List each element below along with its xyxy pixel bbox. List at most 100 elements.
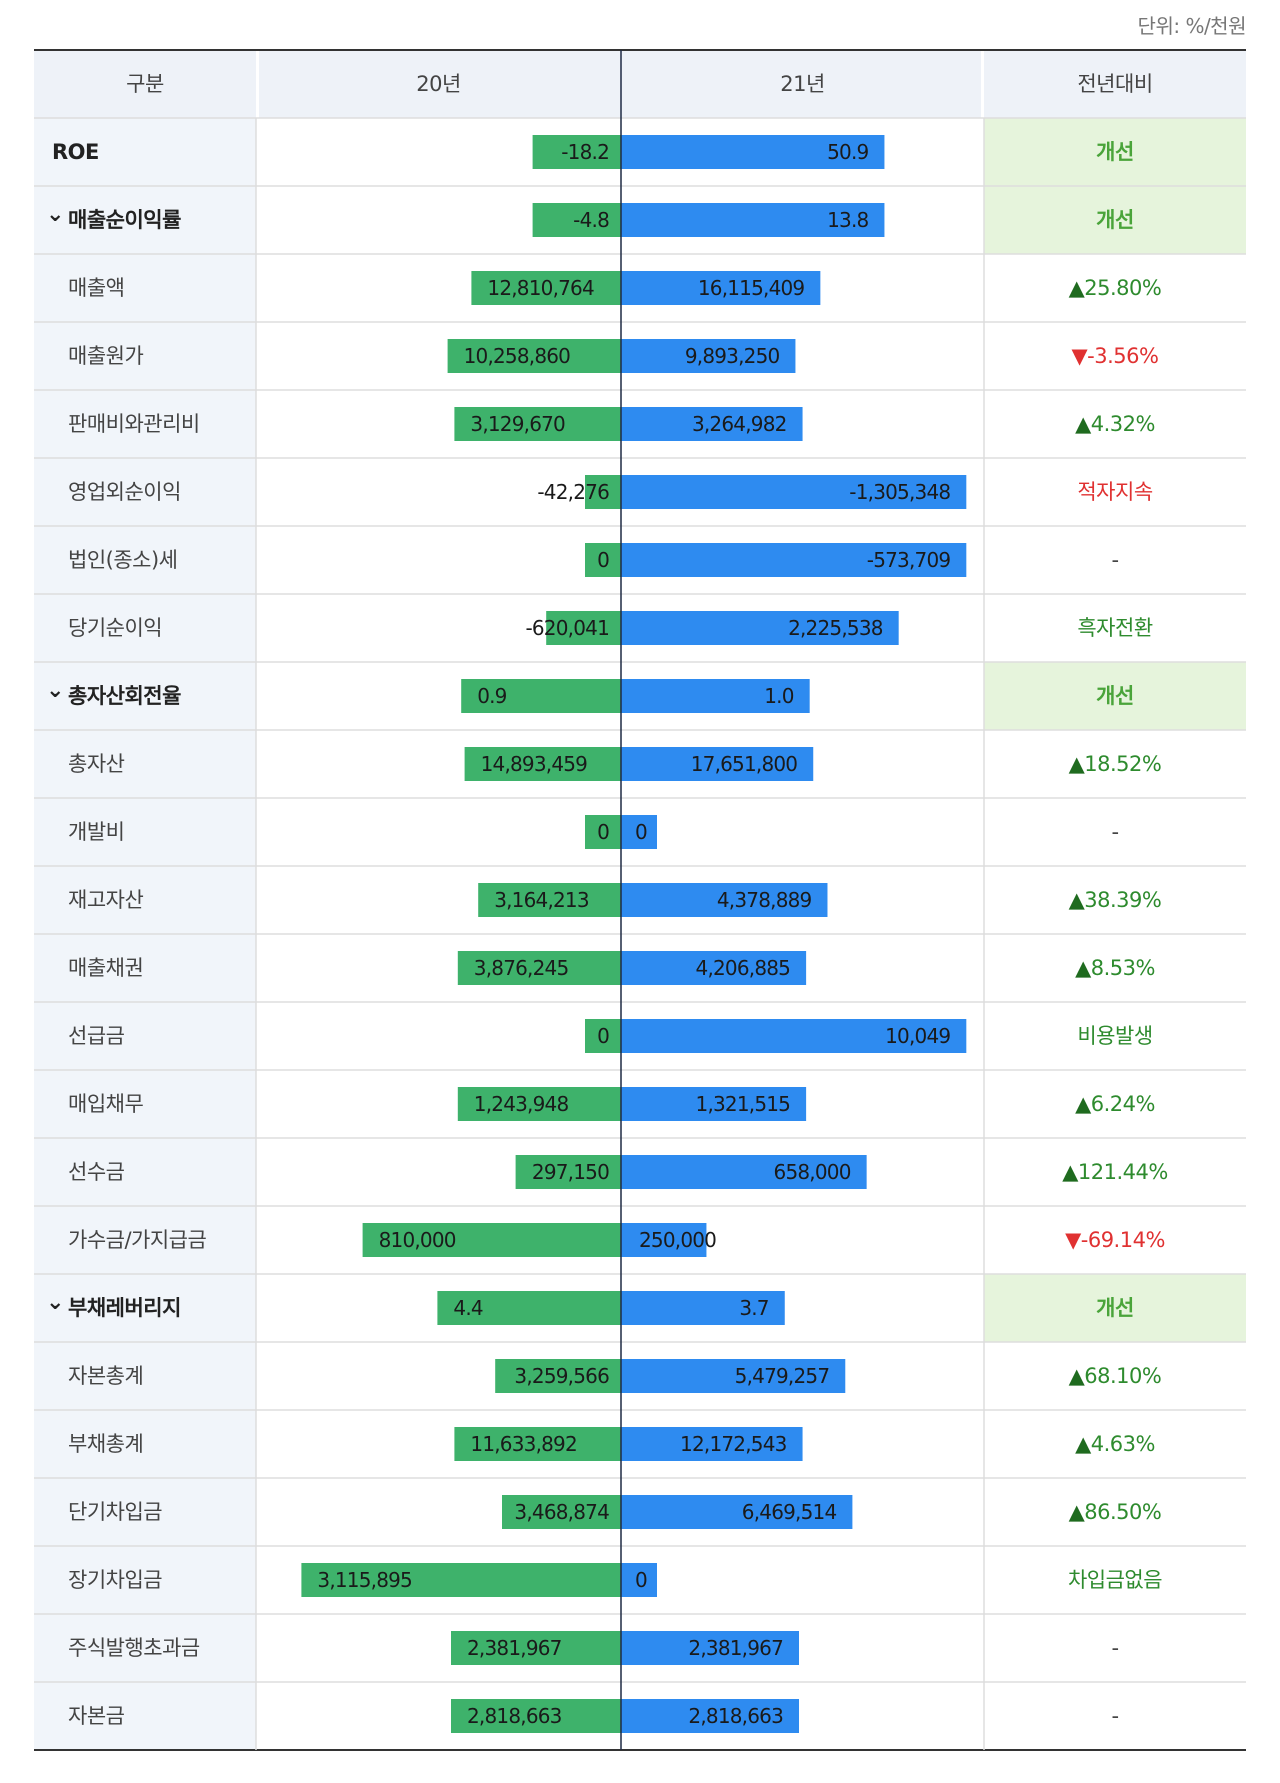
bar-21-label: 16,115,409 bbox=[698, 276, 805, 300]
bar-21-label: 658,000 bbox=[774, 1160, 851, 1184]
bar-21-label: 4,378,889 bbox=[717, 888, 812, 912]
bar-21-label: 2,225,538 bbox=[788, 616, 883, 640]
bar-21 bbox=[621, 543, 967, 577]
header-separator-1 bbox=[256, 50, 259, 118]
row-label: 자본금 bbox=[68, 1704, 125, 1728]
bar-20 bbox=[495, 1359, 621, 1393]
bar-21-label: 250,000 bbox=[639, 1228, 716, 1252]
bar-20-label: -42,276 bbox=[537, 480, 609, 504]
highlight-cell bbox=[984, 662, 1246, 730]
bar-20 bbox=[454, 1427, 621, 1461]
bar-21-label: 50.9 bbox=[827, 140, 868, 164]
triangle-down-icon: ▼ bbox=[1071, 344, 1088, 368]
triangle-up-icon: ▲ bbox=[1075, 1092, 1091, 1116]
chevron-down-icon: ⌄ bbox=[46, 678, 64, 703]
comparison-cell: ▲121.44% bbox=[984, 1138, 1246, 1206]
bar-21-label: -1,305,348 bbox=[849, 480, 950, 504]
bar-21 bbox=[621, 135, 885, 169]
bar-20-label: 12,810,764 bbox=[487, 276, 594, 300]
bar-20-label: 810,000 bbox=[379, 1228, 456, 1252]
row-label: 매출순이익률 bbox=[68, 208, 181, 232]
comparison-value: - bbox=[1111, 548, 1119, 572]
bar-20 bbox=[532, 135, 621, 169]
comparison-cell: 적자지속 bbox=[984, 458, 1246, 526]
bar-21 bbox=[621, 1631, 799, 1665]
bar-21 bbox=[621, 271, 821, 305]
bar-20 bbox=[362, 1223, 621, 1257]
bar-21-label: 12,172,543 bbox=[680, 1432, 787, 1456]
bar-21 bbox=[621, 1563, 657, 1597]
comparison-cell: ▲38.39% bbox=[984, 866, 1246, 934]
bar-20 bbox=[461, 679, 621, 713]
bar-21 bbox=[621, 1495, 853, 1529]
bar-21 bbox=[621, 475, 967, 509]
row-label: 당기순이익 bbox=[68, 616, 163, 640]
bar-21-label: 2,381,967 bbox=[688, 1636, 783, 1660]
comparison-value: 121.44% bbox=[1077, 1160, 1168, 1184]
row-label: 주식발행초과금 bbox=[68, 1636, 200, 1660]
bar-21 bbox=[621, 1699, 799, 1733]
chevron-down-icon: ⌄ bbox=[46, 202, 64, 227]
chevron-down-icon: ⌄ bbox=[46, 1290, 64, 1315]
comparison-cell: 차입금없음 bbox=[984, 1546, 1246, 1614]
comparison-cell: 흑자전환 bbox=[984, 594, 1246, 662]
triangle-down-icon: ▼ bbox=[1065, 1228, 1081, 1252]
comparison-cell: - bbox=[984, 798, 1246, 866]
comparison-value: 흑자전환 bbox=[1077, 616, 1153, 640]
comparison-value: 8.53% bbox=[1090, 956, 1156, 980]
bar-20-label: -18.2 bbox=[561, 140, 609, 164]
bar-20-label: 0 bbox=[597, 820, 609, 844]
comparison-value: 차입금없음 bbox=[1067, 1568, 1163, 1592]
bar-21 bbox=[621, 1223, 707, 1257]
row-label: 법인(종소)세 bbox=[68, 548, 178, 572]
comparison-value: 68.10% bbox=[1084, 1364, 1162, 1388]
comparison-cell: 개선 bbox=[1096, 140, 1134, 164]
row-label: ROE bbox=[52, 140, 99, 164]
row-label: 장기차입금 bbox=[68, 1568, 163, 1592]
bar-21 bbox=[621, 407, 803, 441]
triangle-up-icon: ▲ bbox=[1068, 888, 1085, 912]
comparison-value: 적자지속 bbox=[1077, 480, 1153, 504]
comparison-cell: ▲4.63% bbox=[984, 1410, 1246, 1478]
comparison-value: 4.32% bbox=[1090, 412, 1156, 436]
row-label: 재고자산 bbox=[68, 888, 144, 912]
row-label: 총자산회전율 bbox=[68, 684, 181, 708]
comparison-cell: - bbox=[984, 1682, 1246, 1750]
header-comparison: 전년대비 bbox=[1077, 72, 1153, 96]
bar-20-label: 0 bbox=[597, 1024, 609, 1048]
comparison-cell: ▲8.53% bbox=[984, 934, 1246, 1002]
header-separator-3 bbox=[981, 50, 984, 118]
bar-21-label: 5,479,257 bbox=[735, 1364, 830, 1388]
comparison-value: 38.39% bbox=[1084, 888, 1162, 912]
bar-21-label: 4,206,885 bbox=[696, 956, 791, 980]
bar-20-label: -620,041 bbox=[525, 616, 609, 640]
row-label: 자본총계 bbox=[68, 1364, 144, 1388]
bar-20-label: 0 bbox=[597, 548, 609, 572]
bar-21 bbox=[621, 747, 814, 781]
row-label: 단기차입금 bbox=[68, 1500, 163, 1524]
bar-21-label: -573,709 bbox=[867, 548, 951, 572]
highlight-cell bbox=[984, 118, 1246, 186]
bar-21 bbox=[621, 951, 807, 985]
comparison-value: 86.50% bbox=[1084, 1500, 1162, 1524]
bar-20 bbox=[447, 339, 621, 373]
bar-20-label: -4.8 bbox=[573, 208, 609, 232]
bar-20-label: 14,893,459 bbox=[481, 752, 588, 776]
bar-20 bbox=[301, 1563, 621, 1597]
row-label: 부채레버리지 bbox=[68, 1296, 181, 1320]
highlight-cell bbox=[984, 186, 1246, 254]
triangle-up-icon: ▲ bbox=[1068, 1500, 1085, 1524]
bar-20-label: 3,468,874 bbox=[514, 1500, 609, 1524]
bar-20 bbox=[515, 1155, 621, 1189]
bar-21-label: 13.8 bbox=[827, 208, 868, 232]
comparison-value: -69.14% bbox=[1080, 1228, 1166, 1252]
bar-21 bbox=[621, 815, 657, 849]
comparison-cell: ▲4.32% bbox=[984, 390, 1246, 458]
bar-21-label: 3,264,982 bbox=[692, 412, 787, 436]
comparison-cell: ▲6.24% bbox=[984, 1070, 1246, 1138]
bar-21-label: 0 bbox=[635, 1568, 647, 1592]
comparison-cell: 개선 bbox=[1096, 684, 1134, 708]
bar-20 bbox=[451, 1699, 621, 1733]
row-label: 총자산 bbox=[68, 752, 125, 776]
